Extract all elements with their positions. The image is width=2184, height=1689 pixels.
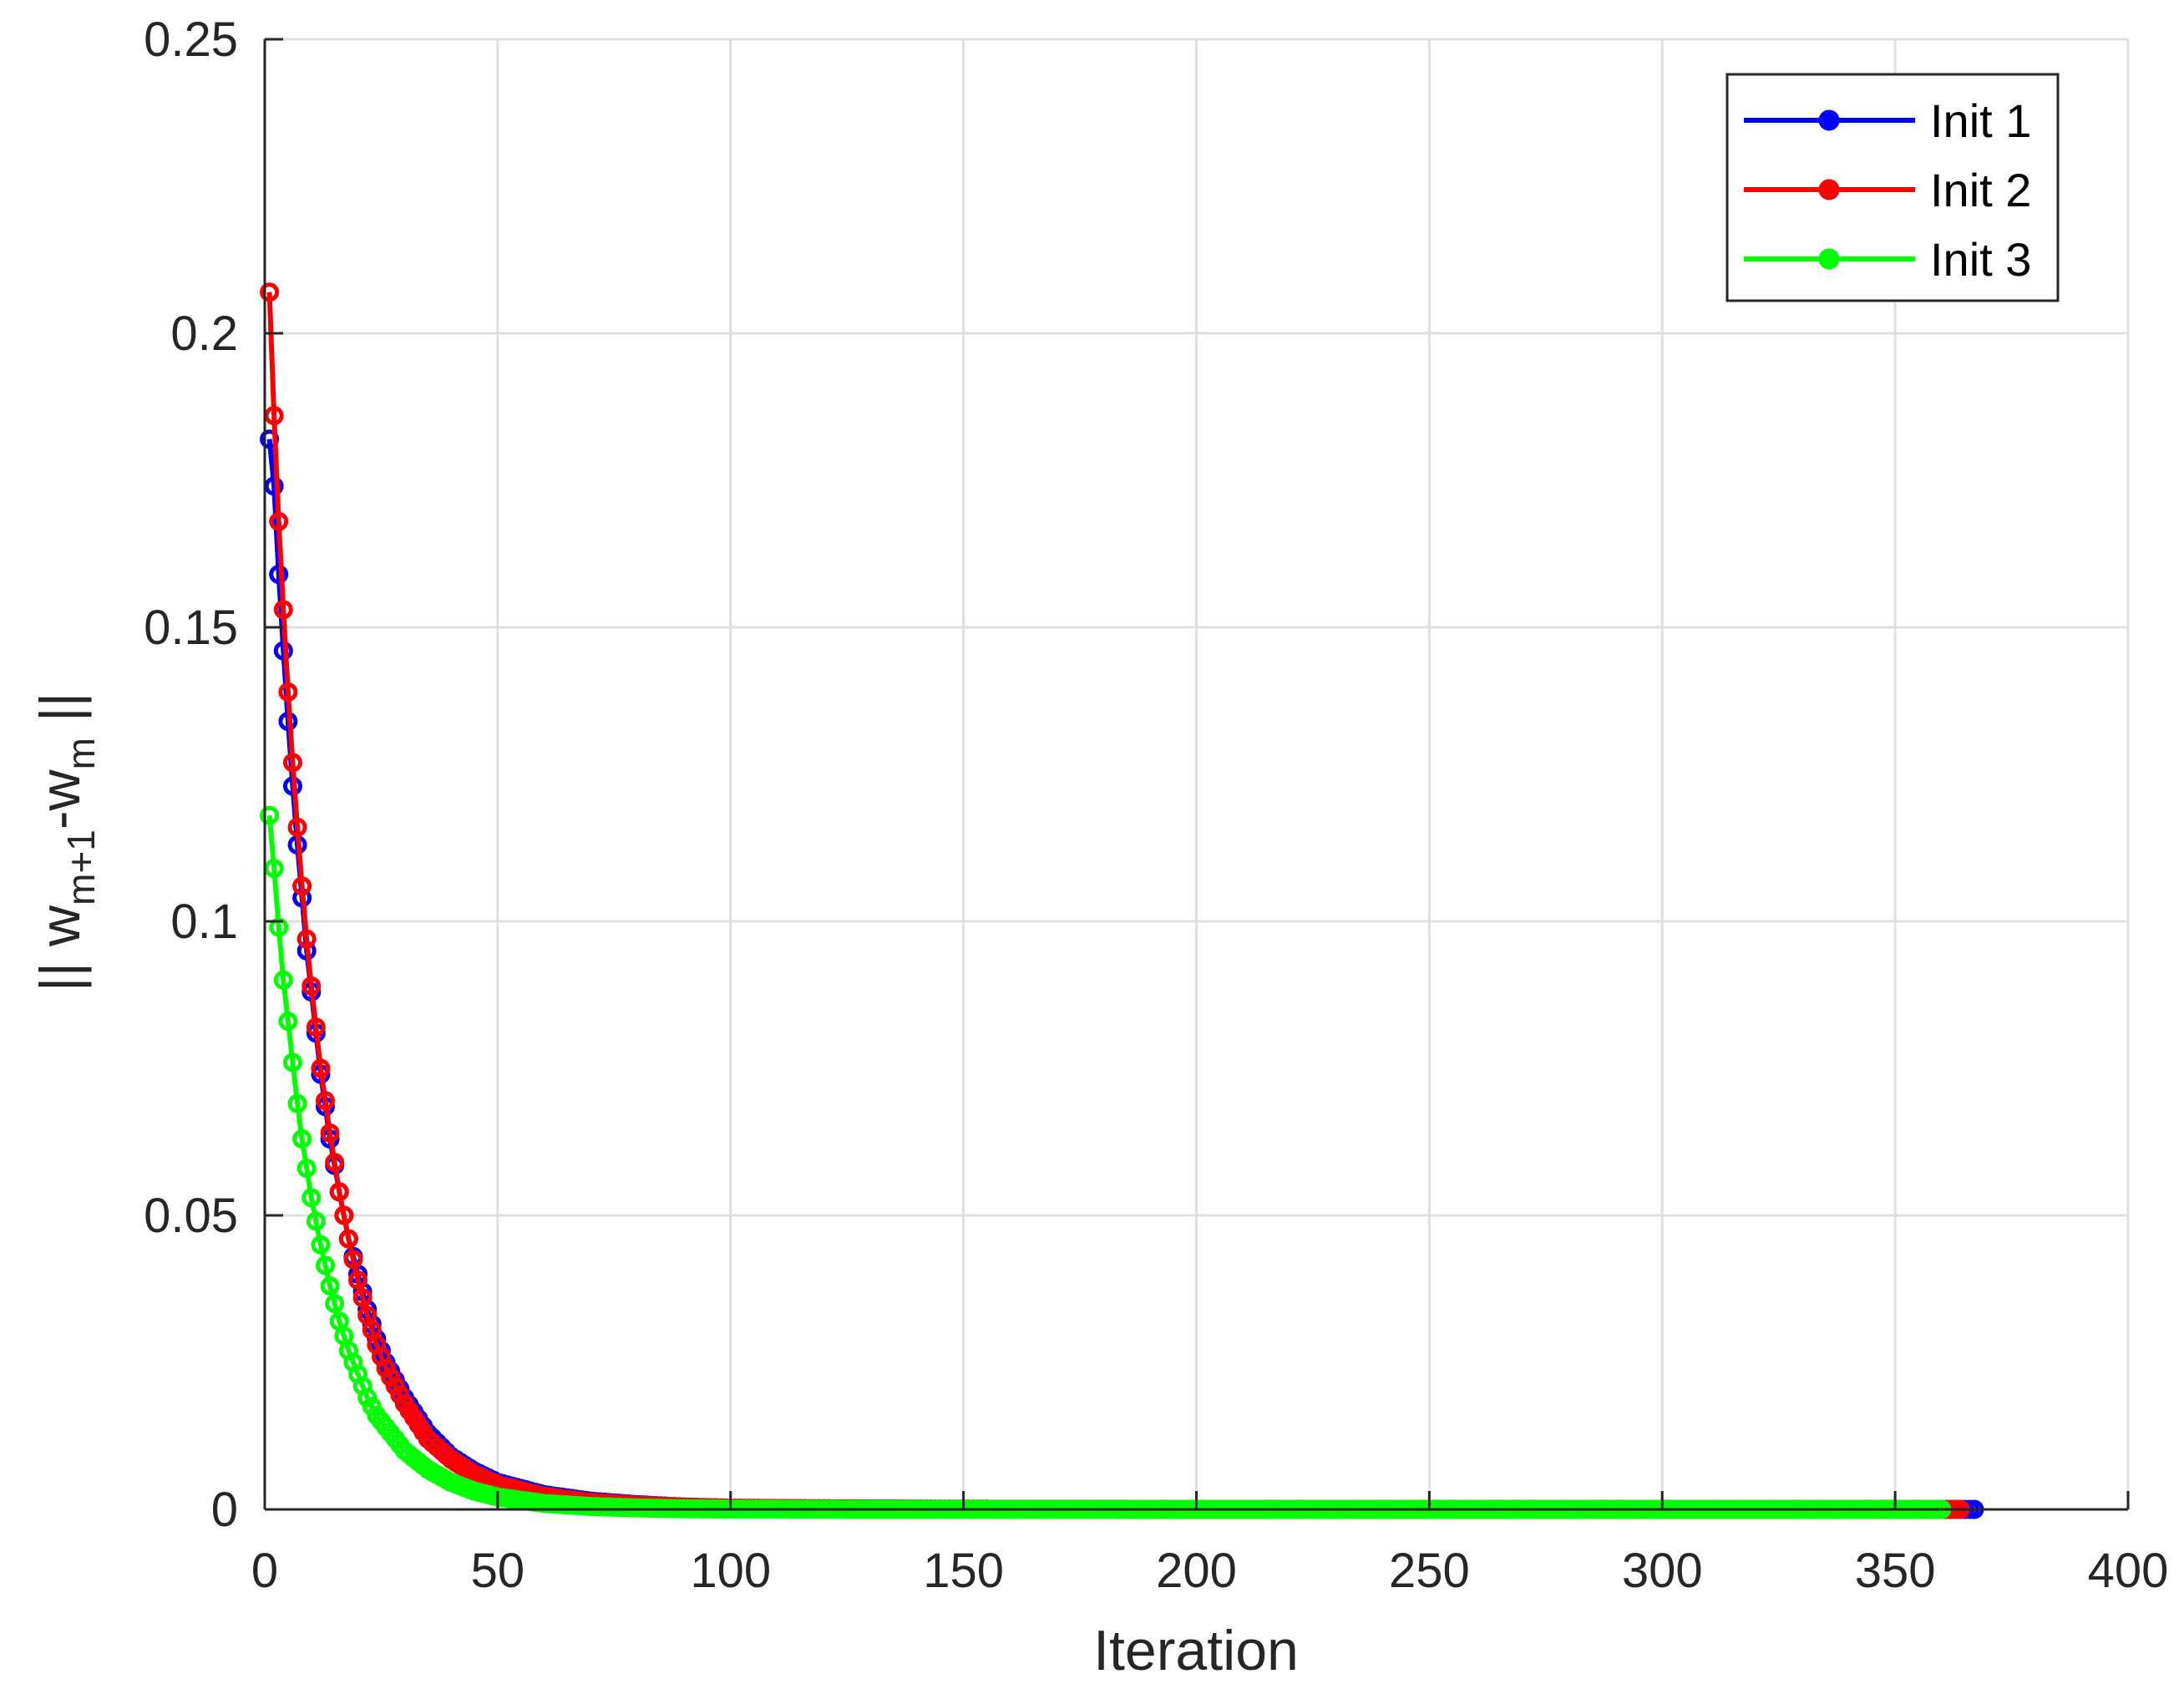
- x-tick-label: 50: [471, 1544, 525, 1598]
- data-point: [278, 682, 298, 702]
- data-point: [306, 1017, 326, 1037]
- y-tick-label: 0.2: [170, 307, 238, 361]
- y-label-minus-w: -w: [28, 768, 92, 829]
- data-point: [292, 1129, 312, 1149]
- ticks: 0 50 100 150 200 250 300 350 400 0 0.05 0.1 0.15 0.2 0…: [144, 13, 2168, 1598]
- x-tick-label: 250: [1389, 1544, 1470, 1598]
- x-tick-label: 200: [1156, 1544, 1237, 1598]
- data-point: [260, 805, 280, 825]
- series-1: [260, 429, 1984, 1519]
- data-point: [282, 1052, 302, 1073]
- data-point: [316, 1255, 336, 1276]
- data-point: [352, 1288, 372, 1308]
- data-point: [311, 1058, 331, 1078]
- legend: Init 1 Init 2 Init 3: [1725, 73, 2060, 302]
- data-point: [278, 1012, 298, 1032]
- legend-item: Init 2: [1744, 164, 2031, 216]
- data-point: [260, 282, 280, 302]
- series-line: [266, 815, 1942, 1512]
- y-label-sub-m: m: [59, 738, 103, 769]
- legend-item: Init 3: [1744, 233, 2031, 286]
- x-axis-label: Iteration: [1093, 1619, 1299, 1682]
- data-point: [287, 817, 307, 837]
- grid: [263, 38, 2130, 1511]
- y-tick-label: 0.15: [144, 601, 238, 655]
- legend-label: Init 2: [1930, 164, 2031, 216]
- x-tick-label: 350: [1855, 1544, 1936, 1598]
- series-2: [260, 282, 1970, 1519]
- data-point: [296, 1159, 317, 1179]
- data-point: [273, 970, 293, 990]
- legend-swatch-marker: [1818, 248, 1840, 270]
- data-point: [334, 1205, 354, 1225]
- data-point: [325, 1294, 345, 1314]
- legend-label: Init 3: [1930, 233, 2031, 286]
- data-point: [320, 1123, 340, 1143]
- data-point: [306, 1211, 326, 1231]
- data-point: [282, 753, 302, 773]
- x-tick-label: 300: [1622, 1544, 1703, 1598]
- x-tick-label: 100: [690, 1544, 771, 1598]
- data-point: [302, 976, 322, 996]
- data-point: [325, 1153, 345, 1173]
- data-point: [343, 1250, 363, 1270]
- y-axis-label: || wm+1-wm ||: [28, 692, 103, 992]
- series-3: [260, 805, 1952, 1519]
- data-point: [264, 406, 284, 426]
- data-point: [338, 1229, 358, 1249]
- data-point: [269, 511, 289, 531]
- data-point: [296, 929, 317, 949]
- data-point: [311, 1235, 331, 1255]
- data-point: [348, 1270, 368, 1290]
- legend-label: Init 1: [1930, 94, 2031, 147]
- data-point: [287, 1093, 307, 1113]
- data-point: [302, 1188, 322, 1208]
- y-label-norm-close: ||: [28, 692, 92, 738]
- data-point: [264, 476, 284, 496]
- series-line: [266, 292, 1961, 1512]
- y-tick-label: 0.25: [144, 13, 238, 67]
- y-label-sub-m-plus-1: m+1: [59, 829, 103, 905]
- x-tick-label: 150: [923, 1544, 1004, 1598]
- data-point: [329, 1182, 349, 1202]
- y-label-norm-open: || w: [28, 905, 92, 992]
- data-point: [264, 859, 284, 879]
- data-point: [292, 876, 312, 896]
- legend-item: Init 1: [1744, 94, 2031, 147]
- x-tick-label: 0: [251, 1544, 278, 1598]
- series-line: [266, 439, 1974, 1512]
- legend-swatch-marker: [1818, 109, 1840, 131]
- data-point: [320, 1276, 340, 1296]
- data-point: [269, 917, 289, 937]
- legend-swatch-marker: [1818, 179, 1840, 200]
- data-point: [316, 1091, 336, 1111]
- y-tick-label: 0: [211, 1483, 238, 1537]
- data-point: [273, 600, 293, 620]
- series-layer: [260, 282, 1984, 1519]
- y-tick-label: 0.05: [144, 1189, 238, 1243]
- y-tick-label: 0.1: [170, 895, 238, 949]
- x-tick-label: 400: [2088, 1544, 2169, 1598]
